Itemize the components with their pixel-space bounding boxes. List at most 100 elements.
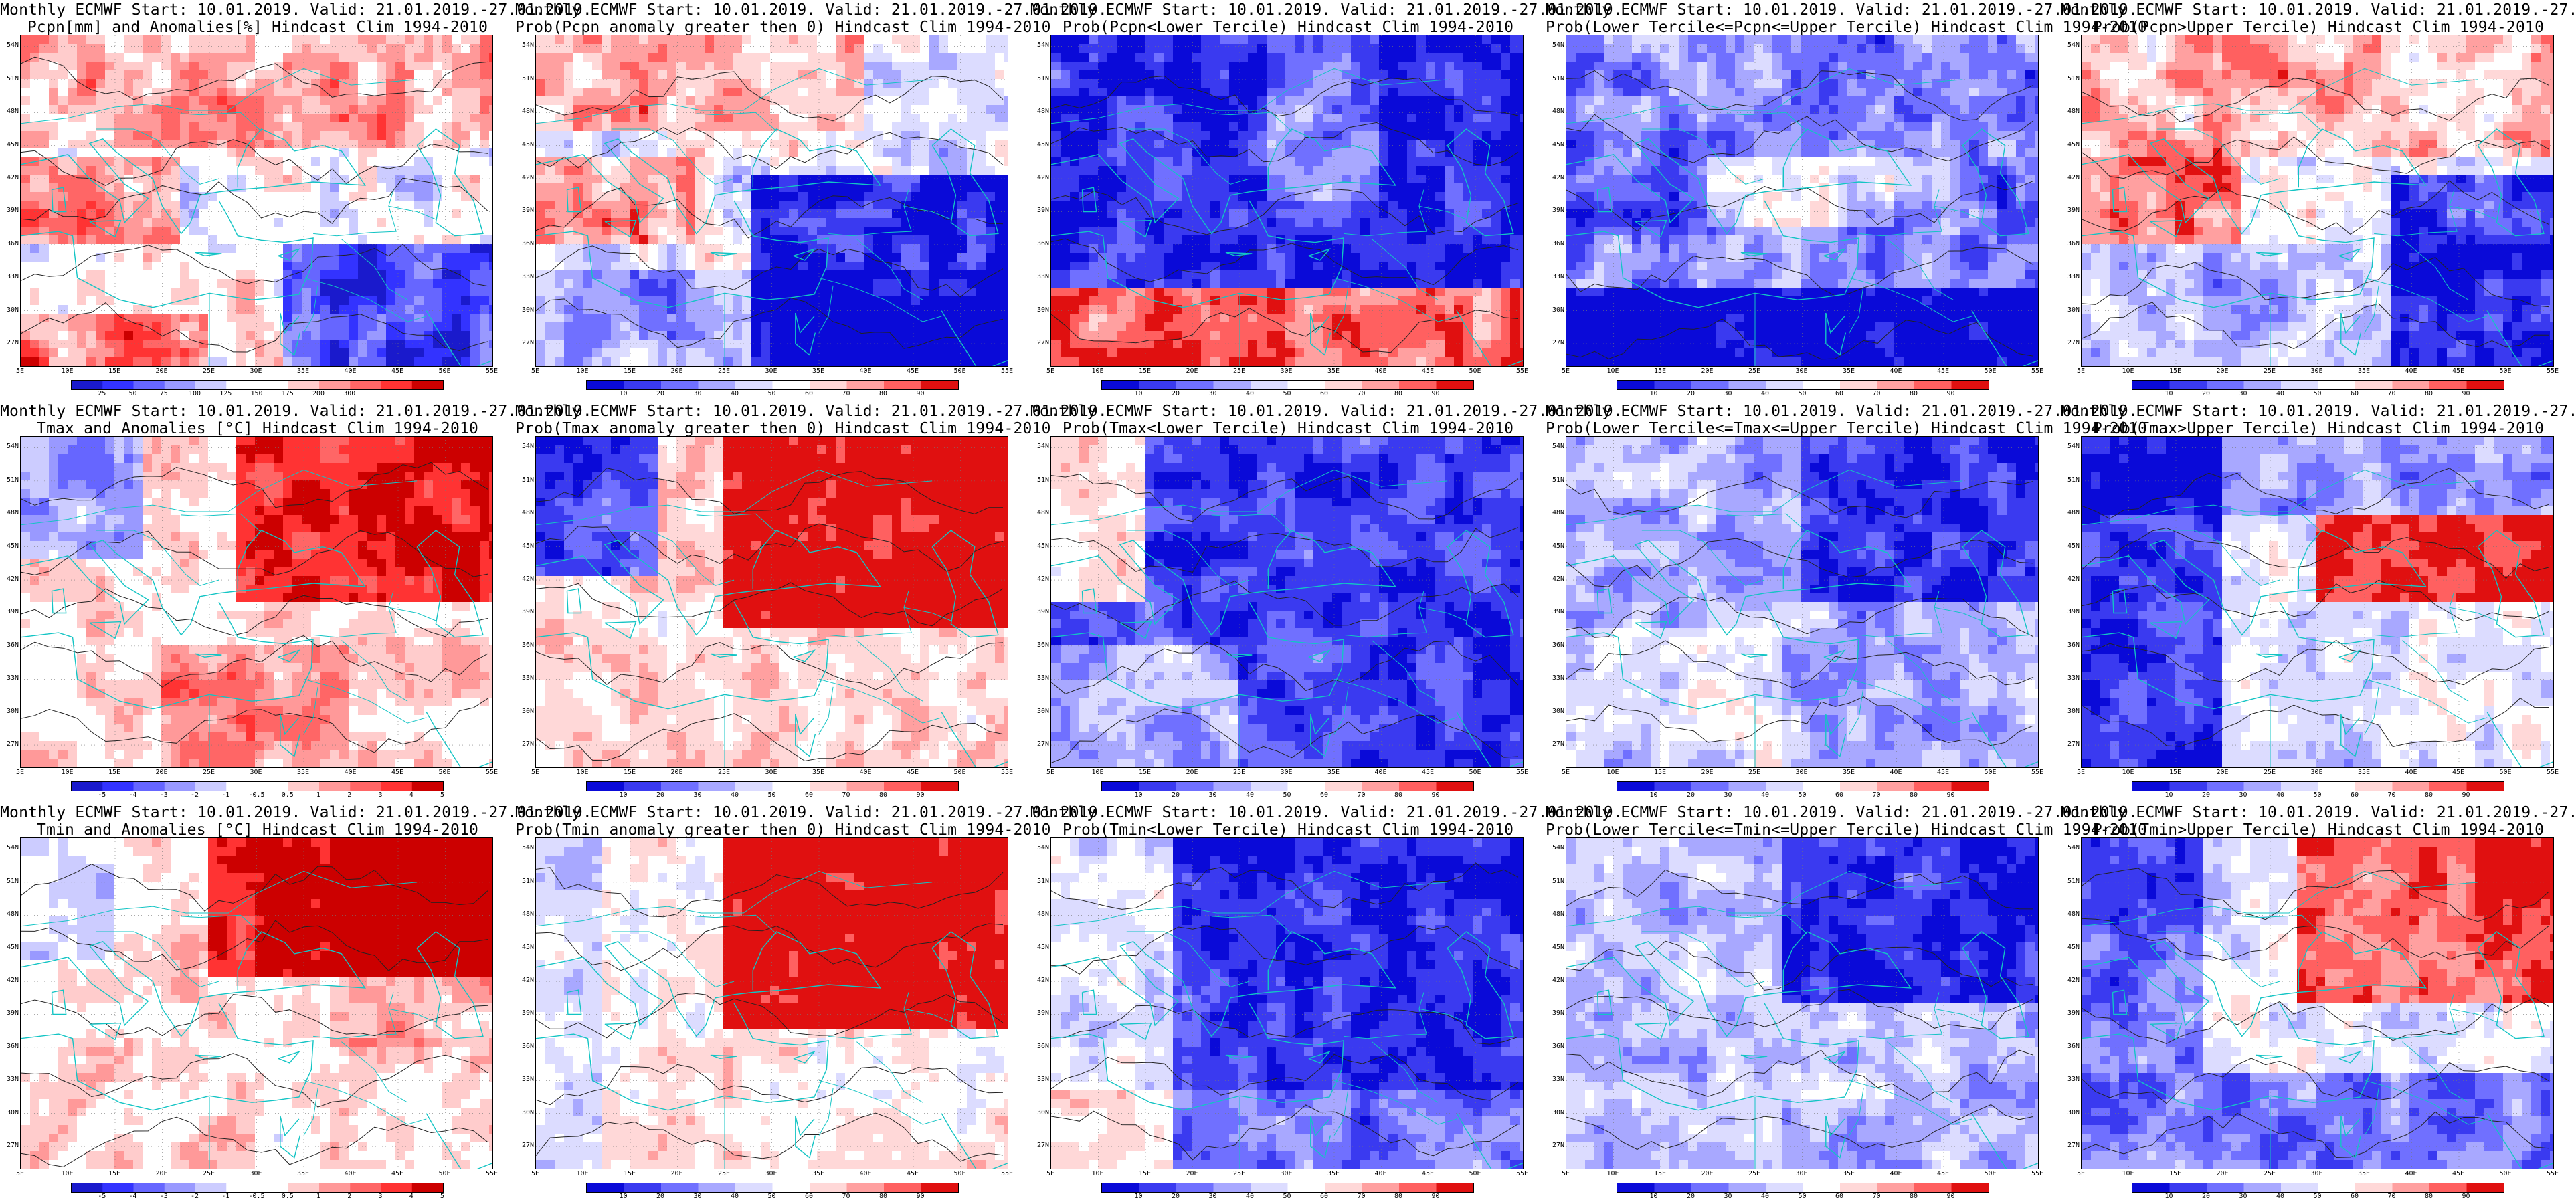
panel-title-line-1: Monthly ECMWF Start: 10.01.2019. Valid: … <box>0 804 592 821</box>
colorbar-tick-label: 10 <box>2159 391 2179 397</box>
colorbar-swatch <box>884 782 921 791</box>
lat-label: 33N <box>2061 675 2080 682</box>
lon-label: 55E <box>997 1171 1017 1177</box>
colorbar-swatch <box>102 1183 134 1192</box>
colorbar-tick-label: 20 <box>650 792 670 799</box>
lat-label: 51N <box>1030 75 1049 82</box>
panel-title-line-2: Prob(Tmax anomaly greater then 0) Hindca… <box>515 420 1051 437</box>
lon-label: 30E <box>2307 1171 2327 1177</box>
map-panel: Monthly ECMWF Start: 10.01.2019. Valid: … <box>515 401 1107 803</box>
colorbar-tick-label: 60 <box>799 792 819 799</box>
colorbar-tick-label: 90 <box>1941 792 1961 799</box>
lat-label: 48N <box>515 911 534 918</box>
panel-title-line-2: Prob(Pcpn>Upper Tercile) Hindcast Clim 1… <box>2061 19 2576 36</box>
contour-lines <box>536 468 1004 762</box>
shaded-field <box>1051 437 1523 767</box>
lon-label: 25E <box>1744 1171 1764 1177</box>
lat-label: 30N <box>1030 708 1049 715</box>
colorbar-swatch <box>1251 381 1288 389</box>
lat-label: 30N <box>1546 708 1564 715</box>
lat-label: 33N <box>515 274 534 280</box>
lon-label: 20E <box>1697 769 1718 776</box>
colorbar-swatch <box>1139 1183 1177 1192</box>
lat-label: 54N <box>0 443 19 450</box>
lon-label: 30E <box>1277 368 1297 375</box>
colorbar-swatch <box>1877 381 1915 389</box>
panel-title-line-1: Monthly ECMWF Start: 10.01.2019. Valid: … <box>2061 804 2576 821</box>
colorbar-tick-label: 30 <box>1203 792 1223 799</box>
lat-label: 39N <box>2061 1010 2080 1017</box>
colorbar-swatch <box>1951 782 1989 791</box>
panel-title-line-1: Monthly ECMWF Start: 10.01.2019. Valid: … <box>1030 1 1623 19</box>
contour-lines <box>21 56 488 353</box>
colorbar-swatch <box>735 381 773 389</box>
lat-label: 33N <box>0 675 19 682</box>
colorbar-swatch <box>1176 381 1214 389</box>
lat-label: 39N <box>0 207 19 214</box>
map-canvas <box>536 437 1008 767</box>
colorbar-swatch <box>846 381 885 389</box>
colorbar-swatch <box>2243 381 2282 389</box>
colorbar-swatch <box>72 1183 103 1192</box>
panel-title-line-2: Pcpn[mm] and Anomalies[%] Hindcast Clim … <box>0 19 515 36</box>
lat-label: 30N <box>0 1109 19 1116</box>
lon-label: 15E <box>1650 769 1670 776</box>
colorbar-tick-label: 60 <box>1314 1193 1334 1200</box>
lon-label: 20E <box>1182 1171 1202 1177</box>
lat-label: 33N <box>1546 1076 1564 1083</box>
lon-label: 45E <box>903 769 923 776</box>
colorbar-swatch <box>1213 1183 1251 1192</box>
colorbar-swatch <box>2132 782 2170 791</box>
map-area <box>1566 35 2039 367</box>
lon-label: 10E <box>2118 1171 2138 1177</box>
lon-label: 15E <box>620 769 640 776</box>
colorbar-tick-label: 90 <box>1941 391 1961 397</box>
lon-label: 50E <box>435 368 455 375</box>
colorbar <box>1101 781 1474 791</box>
lon-label: 20E <box>2213 368 2233 375</box>
lon-label: 20E <box>667 368 687 375</box>
map-canvas <box>2082 838 2553 1169</box>
lat-label: 48N <box>2061 108 2080 115</box>
lon-label: 40E <box>856 368 876 375</box>
lon-label: 40E <box>1886 368 1906 375</box>
colorbar-tick-label: 40 <box>1755 391 1775 397</box>
map-area <box>1566 837 2039 1169</box>
panel-title: Monthly ECMWF Start: 10.01.2019. Valid: … <box>1030 1 1623 36</box>
colorbar-tick-label: 80 <box>2419 1193 2439 1200</box>
colorbar-tick-label: 5 <box>432 792 452 799</box>
lat-label: 42N <box>1030 977 1049 984</box>
lat-label: 48N <box>2061 911 2080 918</box>
lat-label: 27N <box>1546 340 1564 346</box>
colorbar-tick-label: 90 <box>1426 792 1446 799</box>
map-area <box>2081 35 2554 367</box>
lon-label: 35E <box>1323 769 1344 776</box>
colorbar-tick-label: 70 <box>1352 1193 1372 1200</box>
lon-label: 30E <box>1792 368 1812 375</box>
colorbar-swatch <box>257 1183 289 1192</box>
lon-label: 20E <box>1182 769 1202 776</box>
colorbar-swatch <box>1436 1183 1473 1192</box>
colorbar-swatch <box>1728 782 1766 791</box>
colorbar-tick-label: 0.5 <box>278 792 298 799</box>
lon-label: 10E <box>1603 769 1623 776</box>
lat-label: 33N <box>1546 675 1564 682</box>
lon-label: 15E <box>1650 368 1670 375</box>
colorbar-swatch <box>921 1183 958 1192</box>
colorbar-swatch <box>350 1183 381 1192</box>
colorbar-tick-label: 50 <box>2308 391 2328 397</box>
colorbar-tick-label: 1 <box>308 792 329 799</box>
lat-label: 30N <box>515 1109 534 1116</box>
colorbar <box>2132 781 2504 791</box>
lat-label: 39N <box>0 609 19 615</box>
colorbar-swatch <box>1840 782 1877 791</box>
colorbar-tick-label: 50 <box>1792 391 1813 397</box>
contour-lines <box>1051 75 1519 353</box>
colorbar-tick-label: 10 <box>614 1193 634 1200</box>
map-panel: Monthly ECMWF Start: 10.01.2019. Valid: … <box>1546 0 2147 401</box>
colorbar-tick-label: 50 <box>2308 792 2328 799</box>
panel-title-line-2: Tmax and Anomalies [°C] Hindcast Clim 19… <box>0 420 515 437</box>
lon-label: 40E <box>341 1171 361 1177</box>
map-area <box>2081 436 2554 768</box>
colorbar-tick-label: 40 <box>725 391 745 397</box>
